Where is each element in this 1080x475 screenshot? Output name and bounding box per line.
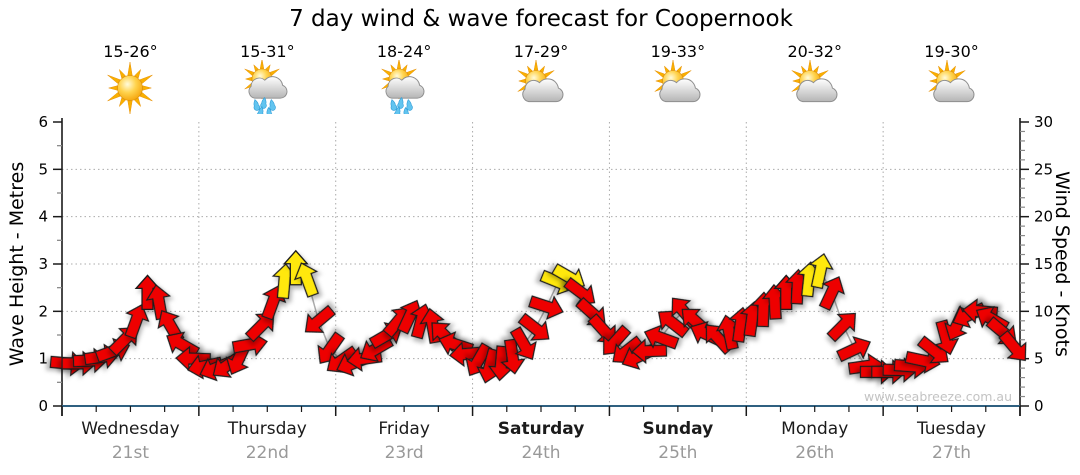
day-temp-range: 17-29° [513, 42, 569, 61]
day-weather-icon-slot [746, 59, 883, 118]
day-temp-range: 19-33° [650, 42, 706, 61]
axis-ticks [53, 121, 1029, 416]
knot-tick-label: 20 [1034, 208, 1053, 226]
wind-axis-title: Wind Speed - Knots [1051, 171, 1073, 357]
day-date-label: 21st [111, 443, 150, 463]
wind-arrow [304, 304, 337, 333]
day-temp-range: 15-26° [103, 42, 158, 61]
wave-tick-label: 2 [38, 302, 48, 320]
wind-arrow [500, 338, 526, 375]
day-temp-range: 19-30° [924, 42, 979, 61]
wind-arrow [528, 295, 564, 320]
day-temp-range: 20-32° [787, 42, 842, 61]
knot-tick-label: 5 [1034, 350, 1044, 368]
day-name-label: Friday [378, 419, 430, 439]
wind-arrow [934, 319, 960, 356]
sun-cloud-icon [791, 59, 838, 103]
wind-arrow [836, 336, 871, 363]
day-name-label: Monday [781, 419, 849, 439]
wave-tick-label: 4 [38, 208, 48, 226]
day-name-label: Saturday [497, 419, 585, 439]
wave-tick-label: 1 [38, 350, 48, 368]
wind-arrow [293, 262, 320, 298]
watermark: www.seabreeze.com.au [863, 389, 1012, 404]
wind-arrow [282, 249, 309, 286]
sun-cloud-rain-icon [381, 58, 425, 119]
wave-axis-title: Wave Height - Metres [6, 161, 28, 367]
wave-tick-label: 0 [38, 397, 48, 415]
day-weather-icon-slot [199, 58, 336, 119]
wind-arrow [657, 310, 690, 339]
day-date-label: 25th [658, 443, 698, 463]
day-date-label: 23rd [384, 443, 424, 463]
day-weather-icon-slot [609, 59, 746, 118]
sun-cloud-rain-icon [244, 58, 288, 119]
wind-arrow [826, 312, 856, 343]
day-date-label: 22nd [245, 443, 289, 463]
wind-arrow [643, 324, 680, 350]
wind-arrow [166, 331, 201, 359]
day-date-label: 27th [932, 443, 972, 463]
day-temp-range: 18-24° [376, 42, 432, 61]
wave-tick-label: 6 [38, 113, 48, 131]
day-name-label: Wednesday [81, 419, 180, 439]
day-weather-icon-slot [336, 58, 473, 119]
wind-arrow [244, 312, 275, 343]
wave-tick-label: 3 [38, 255, 48, 273]
page-title: 7 day wind & wave forecast for Coopernoo… [289, 6, 793, 32]
sun-cloud-icon [928, 59, 975, 103]
day-name-label: Sunday [642, 419, 714, 439]
day-temp-range: 15-31° [240, 42, 295, 61]
day-weather-icon-slot [62, 60, 199, 118]
knot-tick-label: 15 [1034, 255, 1053, 273]
axis-tick-labels: 0 1 2 3 4 5 6 0 5 10 15 20 25 30 [38, 113, 1053, 415]
sun-cloud-icon [654, 59, 701, 103]
knot-tick-label: 0 [1034, 397, 1044, 415]
wind-arrow [134, 274, 161, 311]
wind-arrows [49, 249, 1027, 385]
wind-arrow [631, 338, 668, 365]
wave-tick-label: 5 [38, 160, 48, 178]
wind-arrow [124, 303, 150, 340]
knot-tick-label: 25 [1034, 160, 1053, 178]
wind-arrow [808, 253, 834, 290]
day-name-label: Tuesday [916, 419, 987, 439]
knot-tick-label: 30 [1034, 113, 1053, 131]
knot-tick-label: 10 [1034, 302, 1053, 320]
day-weather-icon-slot [883, 59, 1020, 118]
wind-arrow [509, 326, 537, 361]
day-name-label: Thursday [227, 419, 307, 439]
day-weather-icon-slot [473, 59, 610, 118]
day-date-label: 26th [795, 443, 835, 463]
wind-arrow [818, 276, 845, 311]
wind-arrow [465, 342, 493, 377]
wind-arrow [517, 312, 550, 341]
day-date-label: 24th [521, 443, 561, 463]
sun-icon [107, 61, 154, 115]
sun-cloud-icon [517, 59, 564, 103]
wind-arrow [998, 329, 1027, 362]
